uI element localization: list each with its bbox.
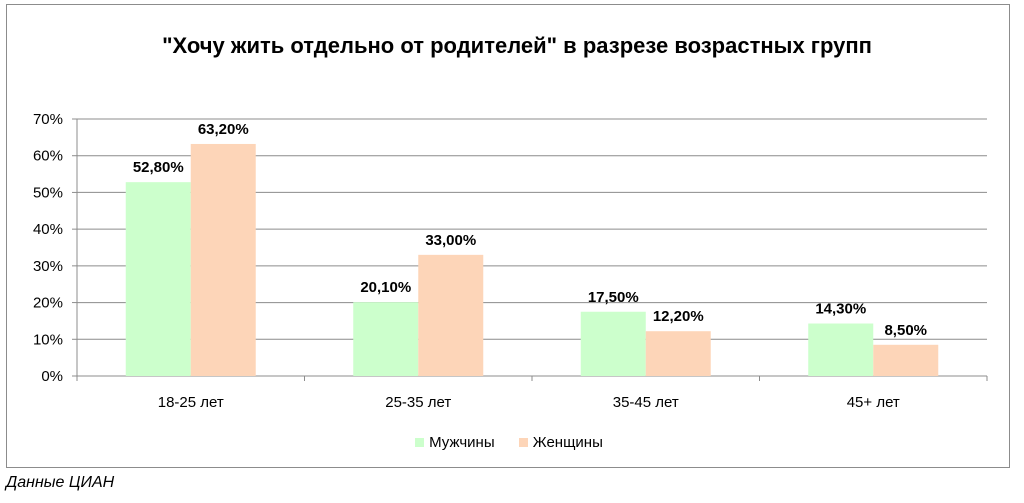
- bar-men: [580, 311, 646, 376]
- bar-women: [645, 331, 711, 376]
- data-label: 33,00%: [425, 232, 476, 249]
- legend-item-men: Мужчины: [415, 434, 495, 451]
- chart-title: "Хочу жить отдельно от родителей" в разр…: [162, 33, 872, 58]
- x-category-label: 25-35 лет: [385, 394, 451, 411]
- legend-label-women: Женщины: [532, 434, 603, 451]
- data-label: 8,50%: [884, 322, 927, 339]
- bar-women: [418, 254, 484, 376]
- data-label: 12,20%: [653, 308, 704, 325]
- data-label: 63,20%: [198, 121, 249, 138]
- legend-swatch-women: [518, 438, 528, 447]
- y-tick-label: 10%: [33, 331, 63, 348]
- data-label: 17,50%: [588, 289, 639, 306]
- x-category-label: 18-25 лет: [158, 394, 224, 411]
- data-label: 20,10%: [360, 279, 411, 296]
- bar-women: [190, 143, 256, 376]
- bar-men: [353, 302, 419, 376]
- legend-item-women: Женщины: [518, 434, 603, 451]
- y-tick-label: 50%: [33, 184, 63, 201]
- legend: Мужчины Женщины: [7, 434, 1011, 451]
- bar-women: [873, 344, 939, 376]
- y-tick-label: 30%: [33, 258, 63, 275]
- chart-frame: "Хочу жить отдельно от родителей" в разр…: [6, 4, 1010, 468]
- x-category-label: 35-45 лет: [613, 394, 679, 411]
- source-note: Данные ЦИАН: [6, 474, 115, 491]
- plot-area: 0% 10% 20% 30% 40% 50% 60% 70% 52,80% 63,20% 18-25…: [33, 111, 988, 411]
- y-tick-label: 20%: [33, 295, 63, 312]
- legend-swatch-men: [415, 438, 425, 447]
- bar-men: [125, 182, 191, 376]
- legend-label-men: Мужчины: [429, 434, 495, 451]
- y-tick-label: 0%: [41, 368, 63, 385]
- bar-men: [808, 323, 874, 376]
- data-label: 52,80%: [133, 159, 184, 176]
- y-tick-label: 40%: [33, 221, 63, 238]
- x-category-label: 45+ лет: [847, 394, 900, 411]
- y-tick-label: 60%: [33, 148, 63, 165]
- data-label: 14,30%: [815, 300, 866, 317]
- y-tick-label: 70%: [33, 111, 63, 128]
